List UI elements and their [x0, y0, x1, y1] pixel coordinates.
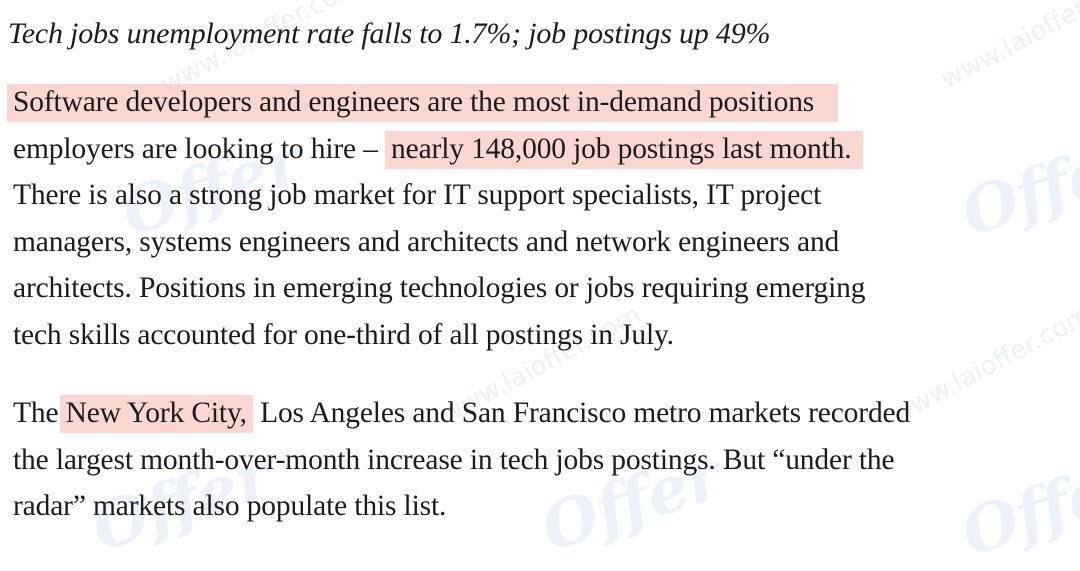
text-line: Software developers and engineers are th…: [7, 79, 865, 126]
text-line: architects. Positions in emerging techno…: [13, 272, 866, 304]
text-line: The New York City, Los Angeles and San F…: [13, 390, 910, 437]
text-span: employers are looking to hire –: [13, 132, 386, 165]
text-line: the largest month-over-month increase in…: [13, 443, 895, 476]
text-line: managers, systems engineers and architec…: [13, 225, 840, 258]
text-line: employers are looking to hire – nearly 1…: [13, 126, 865, 173]
watermark-logo: Offer: [952, 443, 1080, 571]
article-subhead: Tech jobs unemployment rate falls to 1.7…: [8, 17, 771, 50]
paragraph-tech-demand: Software developers and engineers are th…: [7, 79, 866, 358]
watermark-text: www.laioffer.com: [935, 0, 1080, 96]
highlighted-text: New York City,: [59, 395, 253, 433]
watermark-text: www.laioffer.com: [885, 299, 1080, 431]
text-line: radar” markets also populate this list.: [13, 490, 447, 522]
paragraph-metro-markets: The New York City, Los Angeles and San F…: [13, 390, 910, 530]
text-span: Los Angeles and San Francisco metro mark…: [252, 397, 911, 429]
text-line: tech skills accounted for one-third of a…: [13, 318, 674, 351]
watermark-logo: Offer: [952, 123, 1080, 252]
text-span: The: [13, 397, 66, 429]
text-line: There is also a strong job market for IT…: [13, 179, 822, 211]
highlighted-text: Software developers and engineers are th…: [7, 84, 839, 122]
highlighted-text: nearly 148,000 job postings last month.: [385, 130, 864, 169]
